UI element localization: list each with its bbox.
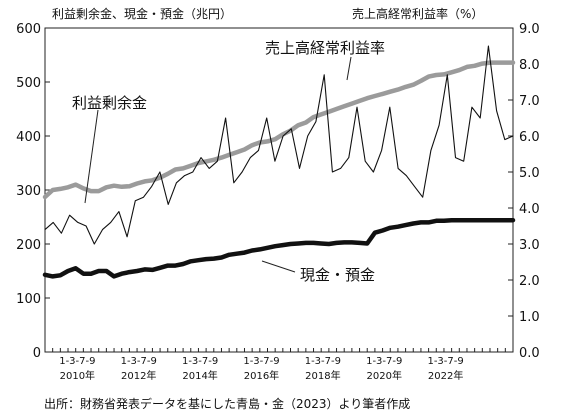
left-tick-label: 400	[16, 130, 41, 145]
series-label-cash: 現金・預金	[300, 266, 375, 284]
x-year-label: 2016年	[244, 369, 279, 382]
x-year-label: 2022年	[428, 369, 463, 382]
right-tick-label: 5.0	[519, 166, 540, 181]
source-footer: 出所：財務省発表データを基にした青島・金（2023）より筆者作成	[44, 396, 410, 411]
x-axis: 1-3-7-9 2010年 1-3-7-9 2012年 1-3-7-9 2014年 1-3-…	[44, 348, 514, 382]
right-tick-label: 4.0	[519, 202, 540, 217]
left-axis-title: 利益剰余金、現金・預金（兆円）	[52, 6, 232, 21]
left-tick-label: 300	[16, 184, 41, 199]
x-quarter-label: 1-3-7-9	[121, 356, 157, 367]
x-year-label: 2014年	[182, 369, 217, 382]
right-tick-label: 2.0	[519, 274, 540, 289]
x-year-label: 2018年	[305, 369, 340, 382]
right-y-axis: 0.0 1.0 2.0 3.0 4.0 5.0 6.0 7.0 8.0 9.0	[508, 22, 540, 361]
right-tick-label: 1.0	[519, 310, 540, 325]
right-axis-title: 売上高経常利益率（%）	[352, 6, 483, 21]
right-tick-label: 7.0	[519, 94, 540, 109]
series-line-retained-earnings	[42, 60, 516, 200]
right-tick-label: 6.0	[519, 130, 540, 145]
x-year-label: 2012年	[121, 369, 156, 382]
x-quarter-label: 1-3-7-9	[305, 356, 341, 367]
label-pointer-cash	[261, 260, 296, 273]
left-tick-label: 0	[33, 346, 41, 361]
label-pointer-ratio	[346, 56, 352, 81]
left-tick-label: 600	[16, 22, 41, 37]
x-quarter-label: 1-3-7-9	[182, 356, 218, 367]
x-year-label: 2020年	[367, 369, 402, 382]
left-tick-label: 500	[16, 76, 41, 91]
x-year-label: 2010年	[60, 369, 95, 382]
left-y-axis: 0 100 200 300 400 500 600	[16, 22, 50, 361]
series-line-cash-deposits	[42, 217, 516, 279]
right-tick-label: 8.0	[519, 58, 540, 73]
right-tick-label: 0.0	[519, 346, 540, 361]
series-label-ratio: 売上高経常利益率	[265, 39, 385, 57]
label-pointer-retained	[84, 109, 99, 204]
series-label-retained: 利益剰余金	[72, 94, 147, 112]
right-tick-label: 3.0	[519, 238, 540, 253]
series-group	[42, 45, 516, 279]
left-tick-label: 200	[16, 238, 41, 253]
x-quarter-label: 1-3-7-9	[366, 356, 402, 367]
x-quarter-label: 1-3-7-9	[59, 356, 95, 367]
x-quarter-label: 1-3-7-9	[243, 356, 279, 367]
series-line-profit-margin	[44, 45, 514, 245]
right-tick-label: 9.0	[519, 22, 540, 37]
x-quarter-label: 1-3-7-9	[427, 356, 463, 367]
left-tick-label: 100	[16, 292, 41, 307]
